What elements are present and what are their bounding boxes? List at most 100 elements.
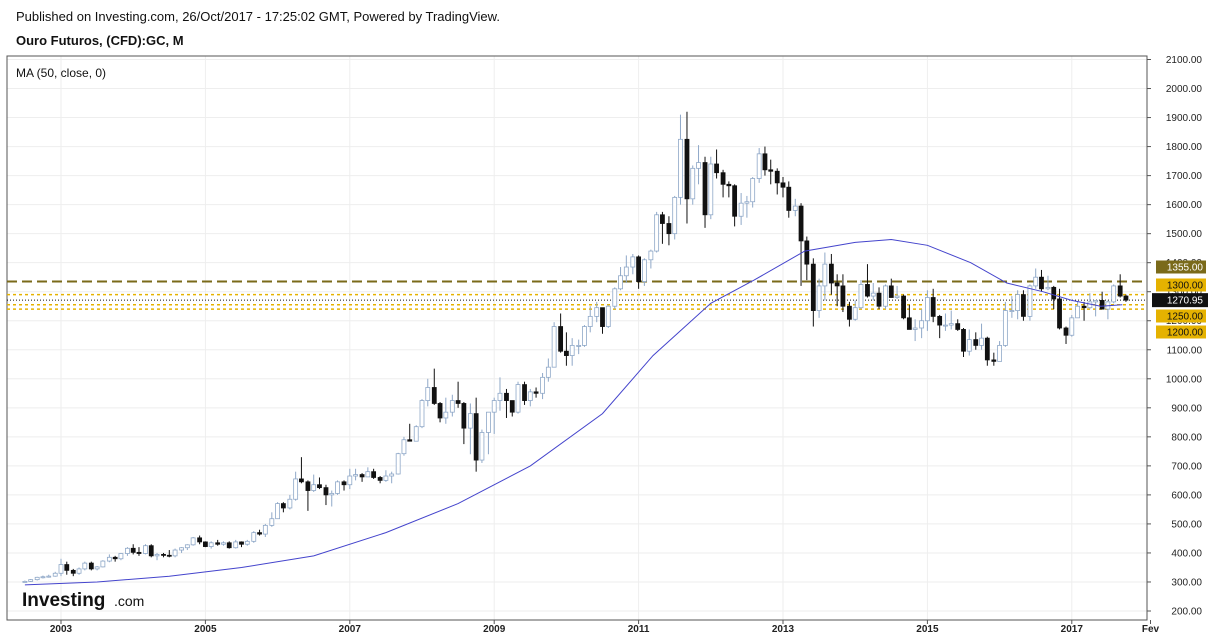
candle-up (792, 205, 798, 211)
candle-down (202, 541, 208, 547)
candle-down (299, 478, 304, 483)
candle-up (858, 284, 864, 309)
candle-up (883, 285, 888, 307)
candle-up (58, 564, 64, 574)
candle-up (641, 259, 647, 282)
candle-down (828, 263, 834, 284)
candle-down (600, 307, 605, 327)
candle-up (594, 307, 600, 317)
symbol-title: Ouro Futuros, (CFD):GC, M (16, 33, 184, 48)
candle-up (275, 503, 281, 520)
candle-down (984, 337, 990, 361)
x-tick-label: 2017 (1061, 624, 1084, 635)
candle-down (865, 284, 870, 297)
candle-up (401, 439, 407, 455)
candle-up (551, 326, 557, 368)
candle-up (540, 376, 545, 394)
indicator-label[interactable]: MA (50, close, 0) (16, 66, 106, 80)
candle-up (221, 542, 226, 545)
x-tick-label: Fev (1142, 624, 1160, 635)
candle-down (166, 554, 172, 557)
candle-down (762, 153, 768, 171)
candle-up (925, 297, 930, 322)
candle-up (329, 493, 335, 496)
candle-down (197, 537, 203, 543)
level-badge (1156, 278, 1206, 292)
level-badge-label: 1300.00 (1167, 281, 1204, 292)
time-axis[interactable]: 2003 2005 2007 2009 2011 2013 2015 2017 Fev (50, 620, 1160, 635)
candle-down (88, 562, 94, 570)
candle-down (961, 329, 966, 352)
candle-down (930, 297, 936, 317)
candle-up (82, 562, 88, 570)
candle-up (738, 202, 744, 217)
candle-up (708, 163, 714, 216)
y-tick-label: 1100.00 (1167, 345, 1203, 356)
horizontal-levels[interactable] (7, 280, 1147, 310)
y-tick-label: 1000.00 (1166, 374, 1203, 385)
candle-up (605, 305, 611, 327)
candle-up (293, 478, 299, 500)
candle-down (780, 182, 786, 188)
candle-down (804, 240, 810, 265)
candle-up (654, 214, 660, 252)
candle-down (226, 542, 232, 549)
candle-up (750, 178, 756, 203)
candle-up (172, 549, 178, 557)
candle-up (1075, 305, 1080, 319)
candle-up (353, 474, 358, 477)
candle-down (876, 292, 882, 307)
candle-up (756, 153, 762, 179)
candle-up (467, 413, 473, 429)
candle-up (672, 196, 678, 235)
candle-up (262, 524, 268, 535)
candle-down (148, 545, 154, 557)
candle-up (576, 345, 582, 347)
y-tick-label: 2000.00 (1166, 84, 1203, 95)
candle-down (901, 295, 906, 319)
level-badge-label: 1355.00 (1167, 263, 1204, 274)
candle-down (161, 553, 166, 556)
y-tick-label: 400.00 (1171, 548, 1202, 559)
candle-up (365, 471, 371, 478)
candle-up (52, 572, 58, 577)
candle-up (143, 545, 148, 554)
candle-up (413, 426, 419, 442)
candle-down (1117, 285, 1123, 297)
candle-down (840, 285, 846, 307)
candle-up (118, 553, 124, 560)
candle-up (190, 537, 196, 546)
price-axis[interactable]: 2100.00 2000.00 1900.00 1800.00 1700.00 1600.… (1147, 55, 1202, 618)
y-tick-label: 200.00 (1171, 607, 1202, 618)
candle-down (64, 564, 70, 571)
candle-down (1039, 276, 1044, 290)
candle-down (509, 400, 515, 413)
candlestick-series (22, 111, 1129, 583)
published-header: Published on Investing.com, 26/Oct/2017 … (16, 9, 500, 24)
candle-down (1081, 305, 1087, 309)
y-tick-label: 1500.00 (1166, 229, 1203, 240)
candle-up (425, 387, 431, 401)
candle-up (28, 579, 34, 582)
candle-up (623, 266, 629, 277)
candle-down (847, 305, 852, 320)
y-tick-label: 900.00 (1171, 403, 1202, 414)
candle-up (1093, 300, 1099, 303)
candle-up (1015, 294, 1021, 311)
candle-up (395, 453, 401, 475)
candle-down (280, 503, 286, 509)
candle-down (1063, 327, 1069, 336)
candle-up (1111, 285, 1117, 303)
candle-down (130, 547, 136, 553)
candle-up (618, 275, 623, 290)
candle-down (431, 387, 437, 404)
level-badge (1156, 325, 1206, 339)
level-badge-label: 1200.00 (1167, 328, 1204, 339)
candle-up (76, 568, 82, 574)
x-tick-label: 2015 (916, 624, 939, 635)
candle-down (215, 542, 221, 545)
candle-down (533, 391, 539, 394)
candle-up (419, 400, 425, 428)
x-tick-label: 2009 (483, 624, 506, 635)
